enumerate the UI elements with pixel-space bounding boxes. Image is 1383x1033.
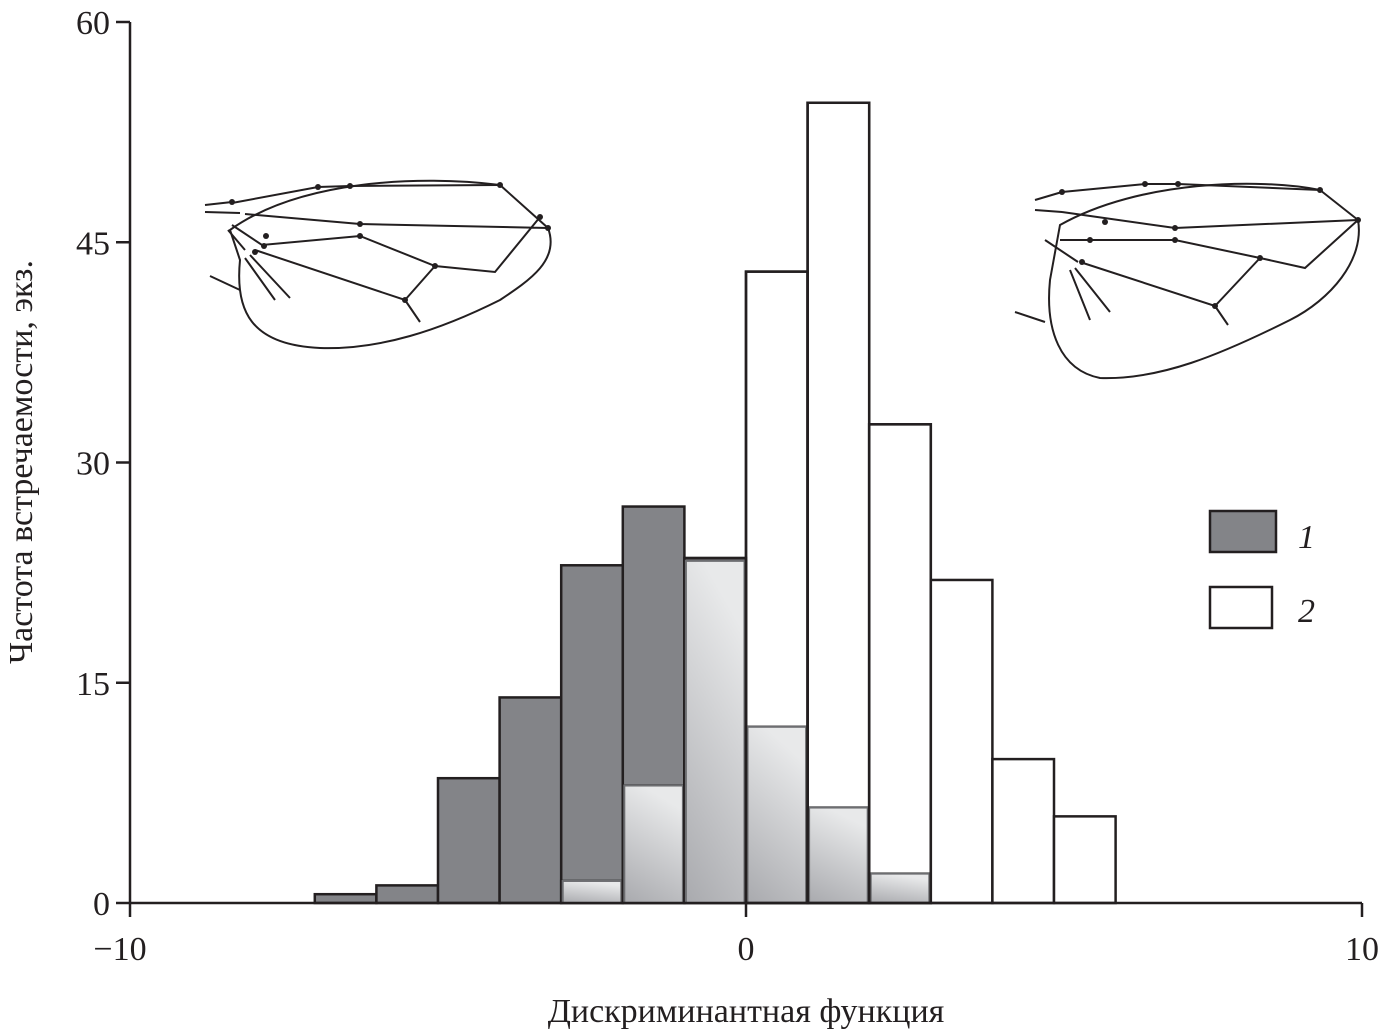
- bar-overlap: [808, 806, 869, 905]
- bar-series-1: [436, 776, 501, 905]
- legend-label-1: 1: [1298, 519, 1315, 556]
- x-tick-label: 10: [1345, 931, 1379, 968]
- bars-group: [313, 101, 1117, 905]
- axes: −10 0 10 0 15 30 45 60: [76, 5, 1379, 968]
- bar-overlap: [746, 725, 808, 904]
- bar-series-2: [867, 423, 933, 905]
- bar-series-2-outline: [867, 423, 933, 905]
- legend-label-2: 2: [1298, 593, 1315, 630]
- y-axis-label: Частота встречаемости, экз.: [3, 260, 40, 664]
- bar-series-1: [498, 696, 563, 905]
- y-tick-label: 15: [76, 666, 110, 703]
- y-tick-label: 30: [76, 446, 110, 483]
- bar-series-1: [375, 884, 440, 905]
- wing-drawing-right: [1014, 181, 1361, 380]
- x-axis-label: Дискриминантная функция: [548, 993, 945, 1030]
- x-tick-label: 0: [738, 931, 755, 968]
- bar-overlap: [623, 784, 684, 904]
- bar-series-2: [929, 578, 994, 905]
- legend-swatch-2: [1208, 585, 1274, 630]
- x-tick-label: −10: [93, 931, 146, 968]
- y-tick-label: 60: [76, 5, 110, 42]
- bar-series-1: [313, 892, 378, 905]
- bar-overlap: [561, 879, 623, 904]
- bar-series-2: [1052, 815, 1117, 905]
- y-tick-label: 0: [93, 886, 110, 923]
- bar-series-2-outline: [806, 101, 871, 905]
- bar-series-1: [559, 564, 625, 905]
- wing-drawing-left: [204, 179, 552, 350]
- legend: 1 2: [1208, 509, 1315, 630]
- bar-series-2: [806, 101, 871, 905]
- bar-series-2: [991, 757, 1056, 905]
- bar-overlap: [684, 559, 746, 905]
- y-tick-label: 45: [76, 225, 110, 262]
- legend-swatch-1: [1208, 509, 1278, 554]
- bar-overlap: [869, 872, 931, 905]
